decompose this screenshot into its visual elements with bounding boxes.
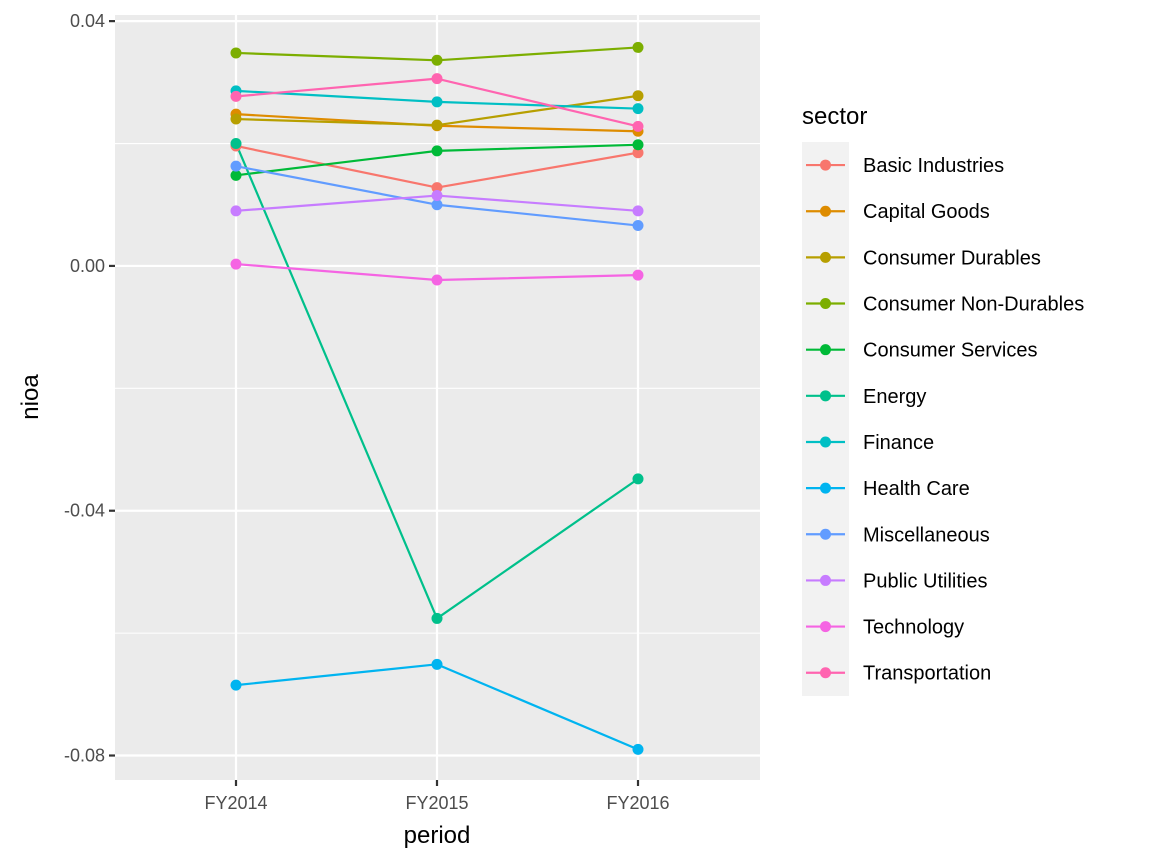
legend-item: Miscellaneous	[806, 524, 990, 546]
legend-item: Consumer Non-Durables	[806, 294, 1084, 316]
legend-items: Basic Industries Capital Goods Consumer Du…	[806, 155, 1084, 685]
data-point	[632, 473, 644, 485]
data-point	[632, 220, 644, 232]
legend-item: Capital Goods	[806, 201, 990, 223]
legend-key-point	[820, 298, 831, 310]
x-tick-label: FY2014	[204, 793, 267, 813]
legend-label: Capital Goods	[863, 201, 990, 223]
legend-key-point	[820, 574, 831, 586]
data-point	[230, 113, 242, 125]
legend-label: Health Care	[863, 478, 970, 500]
data-point	[230, 90, 242, 102]
legend-item: Basic Industries	[806, 155, 1004, 177]
data-point	[431, 612, 443, 624]
legend-item: Finance	[806, 432, 934, 454]
data-point	[431, 658, 443, 670]
legend-key-background	[802, 142, 849, 696]
series-layer	[230, 41, 644, 755]
legend-label: Miscellaneous	[863, 524, 990, 546]
legend-label: Basic Industries	[863, 155, 1004, 177]
x-tick-label: FY2015	[405, 793, 468, 813]
legend-item: Energy	[806, 386, 926, 408]
y-tick-label: 0.00	[70, 256, 105, 276]
legend-key-point	[820, 390, 831, 402]
legend-key-point	[820, 344, 831, 356]
legend-key-point	[820, 436, 831, 448]
legend-key-point	[820, 159, 831, 171]
legend-key-point	[820, 251, 831, 263]
legend-label: Public Utilities	[863, 570, 987, 592]
data-point	[230, 258, 242, 270]
data-point	[431, 274, 443, 286]
data-point	[431, 182, 443, 194]
legend-label: Consumer Non-Durables	[863, 294, 1084, 316]
data-point	[431, 96, 443, 108]
y-axis-title: nioa	[17, 374, 44, 420]
legend-item: Public Utilities	[806, 570, 987, 592]
legend-label: Energy	[863, 386, 926, 408]
data-point	[632, 147, 644, 159]
legend-title: sector	[802, 103, 867, 130]
legend-item: Consumer Durables	[806, 247, 1041, 269]
data-point	[632, 743, 644, 755]
y-tick-label: 0.04	[70, 11, 105, 31]
data-point	[230, 47, 242, 59]
legend-item: Transportation	[806, 663, 991, 685]
x-axis: FY2014 FY2015 FY2016	[204, 780, 670, 813]
legend-label: Consumer Services	[863, 340, 1038, 362]
legend-key-point	[820, 528, 831, 540]
legend-item: Consumer Services	[806, 340, 1038, 362]
data-point	[431, 199, 443, 211]
data-point	[431, 54, 443, 66]
x-tick-label: FY2016	[606, 793, 669, 813]
data-point	[431, 119, 443, 131]
data-point	[431, 190, 443, 202]
data-point	[230, 138, 242, 150]
data-point	[230, 169, 242, 181]
legend-key-point	[820, 205, 831, 217]
legend-key-point	[820, 482, 831, 494]
legend-label: Transportation	[863, 663, 991, 685]
y-tick-label: -0.08	[64, 746, 105, 766]
y-tick-label: -0.04	[64, 501, 105, 521]
legend-key-point	[820, 667, 831, 679]
y-axis: -0.08 -0.04 0.00 0.04	[64, 11, 115, 766]
legend-item: Technology	[806, 617, 964, 639]
data-point	[632, 139, 644, 151]
data-point	[431, 73, 443, 85]
legend-item: Health Care	[806, 478, 970, 500]
data-point	[632, 120, 644, 132]
data-point	[230, 679, 242, 691]
data-point	[230, 205, 242, 217]
legend-label: Consumer Durables	[863, 247, 1041, 269]
data-point	[632, 205, 644, 217]
data-point	[230, 160, 242, 172]
data-point	[632, 103, 644, 115]
x-axis-title: period	[404, 822, 471, 849]
legend-key-point	[820, 621, 831, 633]
legend-label: Technology	[863, 617, 964, 639]
data-point	[632, 90, 644, 102]
legend-label: Finance	[863, 432, 934, 454]
data-point	[431, 145, 443, 157]
data-point	[632, 41, 644, 53]
legend: sector Basic Industries Capital Goods Cons…	[802, 103, 1084, 696]
data-point	[632, 269, 644, 281]
